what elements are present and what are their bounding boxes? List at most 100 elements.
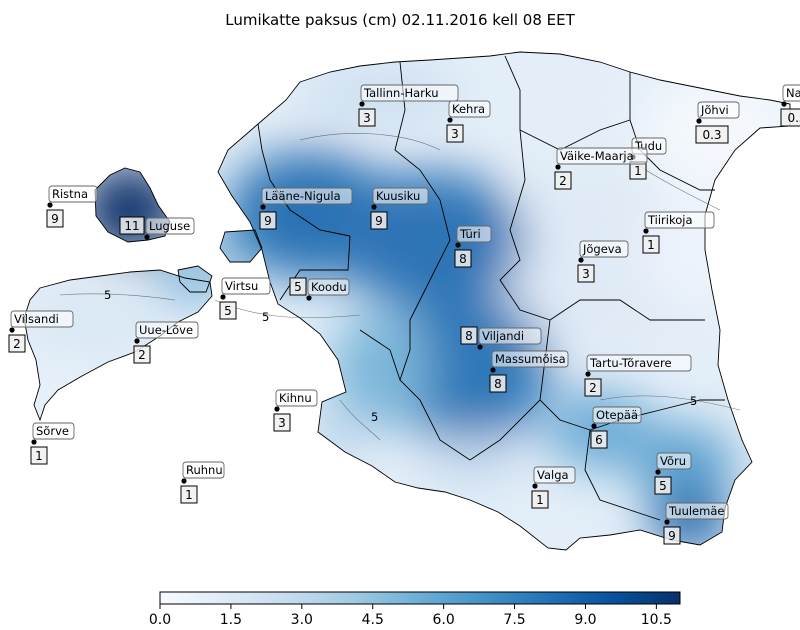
station-value: 2: [559, 174, 567, 188]
station-name: Uue-Lõve: [139, 323, 193, 337]
station-türi: Türi 8: [454, 225, 492, 268]
station-dot: [134, 338, 140, 344]
station-value: 2: [138, 348, 146, 362]
station-name-box: [275, 389, 318, 407]
station-dot: [781, 101, 787, 107]
colorbar-tick-label: 0.0: [149, 612, 171, 628]
station-name-box: [10, 310, 74, 328]
station-ristna: Ristna 9: [46, 185, 98, 228]
station-otepää: Otepää 6: [590, 406, 642, 449]
station-value: 9: [668, 529, 676, 543]
station-value-box: [584, 378, 602, 397]
station-jõhvi: Jõhvi 0.3: [695, 101, 740, 144]
station-dot: [181, 478, 187, 484]
station-name-box: [145, 217, 195, 235]
station-value: 9: [51, 212, 59, 226]
station-value-box: [654, 476, 672, 495]
station-value: 8: [465, 329, 473, 343]
station-value-box: [370, 211, 388, 230]
station-value-box: [30, 446, 48, 465]
station-name-box: [665, 502, 729, 520]
station-dot: [260, 204, 266, 210]
station-tuulemäe: Tuulemäe 9: [663, 502, 729, 545]
station-value-box: [454, 249, 472, 268]
station-value: 5: [294, 280, 302, 294]
station-võru: Võru 5: [654, 452, 692, 495]
station-value-box: [554, 171, 572, 190]
station-value-box: [259, 211, 277, 230]
station-name-box: [644, 211, 715, 229]
station-dot: [144, 234, 150, 240]
station-name: Tuulemäe: [668, 504, 724, 518]
station-name: Valga: [537, 468, 569, 482]
station-name: Tiirikoja: [647, 213, 693, 227]
station-name-box: [360, 84, 459, 102]
station-value: 1: [634, 164, 642, 178]
station-name: Narva: [786, 86, 800, 100]
station-name: Sõrve: [36, 424, 69, 438]
station-name-box: [32, 422, 75, 440]
station-name: Tartu-Tõravere: [589, 356, 672, 370]
station-name: Virtsu: [225, 279, 258, 293]
station-luguse: Luguse 11: [119, 216, 195, 240]
station-markers: Tallinn-Harku3Kehra3Narva0.3Jõhvi0.3Tudu…: [8, 84, 800, 545]
colorbar-tick-label: 6.0: [433, 612, 455, 628]
station-massumõisa: Massumõisa 8: [489, 350, 569, 393]
station-name: Jõhvi: [700, 103, 729, 117]
station-value-box: [577, 264, 595, 283]
station-name: Kuusiku: [376, 189, 420, 203]
station-name-box: [261, 187, 353, 205]
station-dot: [578, 257, 584, 263]
station-value-box: [46, 209, 64, 228]
station-dot: [696, 118, 702, 124]
contour-label: 5: [690, 394, 697, 408]
station-väike-maarja: Väike-Maarja 2: [554, 147, 648, 190]
colorbar-tick-label: 7.5: [503, 612, 525, 628]
station-dot: [655, 469, 661, 475]
station-name: Lääne-Nigula: [265, 189, 341, 203]
station-name-box: [221, 277, 271, 295]
station-name-box: [656, 452, 692, 470]
station-value: 2: [13, 337, 21, 351]
station-value: 5: [224, 304, 232, 318]
colorbar-tick-label: 9.0: [574, 612, 596, 628]
station-value: 9: [264, 214, 272, 228]
station-viljandi: Viljandi 8: [460, 326, 542, 350]
station-dot: [274, 406, 280, 412]
station-value: 0.3: [702, 128, 721, 142]
station-value-box: [273, 413, 291, 432]
station-dot: [585, 371, 591, 377]
colorbar-tick-label: 1.5: [220, 612, 242, 628]
station-value: 3: [278, 416, 286, 430]
station-name: Ruhnu: [186, 463, 223, 477]
station-value: 9: [375, 214, 383, 228]
colorbar: 0.0 1.5 3.0 4.5 6.0 7.5 9.0 10.5: [149, 591, 681, 628]
station-dot: [47, 202, 53, 208]
station-name-box: [697, 101, 740, 119]
station-value-box: [663, 526, 681, 545]
station-narva: Narva 0.3: [780, 84, 800, 127]
station-dot: [532, 483, 538, 489]
station-dot: [455, 242, 461, 248]
station-value: 3: [582, 267, 590, 281]
station-value-box: [695, 125, 729, 144]
station-value-box: [642, 235, 660, 254]
station-value-box: [119, 216, 145, 235]
station-value-box: [289, 277, 307, 296]
station-dot: [664, 519, 670, 525]
station-name: Koodu: [311, 280, 347, 294]
station-name-box: [48, 185, 98, 203]
station-dot: [490, 367, 496, 373]
station-name: Massumõisa: [495, 352, 566, 366]
station-value: 8: [494, 377, 502, 391]
station-name-box: [135, 321, 199, 339]
station-value: 3: [363, 111, 371, 125]
station-valga: Valga 1: [531, 466, 576, 509]
station-name: Luguse: [149, 219, 190, 233]
station-value-box: [446, 124, 464, 143]
station-jõgeva: Jõgeva 3: [577, 240, 629, 283]
station-value: 0.3: [787, 111, 800, 125]
station-name: Võru: [660, 454, 686, 468]
contour-label: 5: [262, 310, 269, 324]
